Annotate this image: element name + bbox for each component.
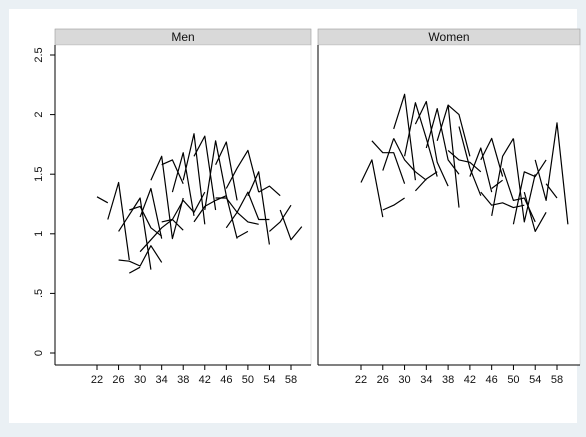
- y-tick-label: 1.5: [33, 167, 45, 182]
- series-line: [469, 147, 493, 193]
- series-line: [523, 191, 547, 232]
- series-line: [393, 93, 416, 181]
- x-tick-label: 54: [263, 374, 275, 386]
- series-line: [204, 140, 238, 239]
- series-line: [215, 141, 238, 201]
- series-line: [447, 104, 471, 157]
- series-line: [171, 152, 195, 217]
- series-line: [225, 191, 270, 229]
- series-line: [96, 196, 109, 204]
- series-line: [258, 185, 281, 197]
- series-line: [193, 135, 217, 211]
- series-line: [458, 126, 482, 196]
- series-line: [129, 205, 163, 237]
- series-line: [480, 137, 504, 177]
- series-line: [534, 122, 569, 225]
- x-tick-label: 30: [398, 374, 410, 386]
- y-tick-label: .5: [33, 289, 45, 298]
- y-tick-label: 1: [33, 231, 45, 237]
- x-tick-label: 34: [420, 374, 432, 386]
- x-tick-label: 26: [112, 374, 124, 386]
- x-tick-label: 58: [285, 374, 297, 386]
- series-line: [182, 133, 206, 225]
- series-line: [447, 149, 482, 173]
- series-line: [139, 187, 163, 239]
- series-line: [414, 171, 438, 192]
- series-line: [247, 171, 270, 245]
- x-tick-label: 54: [529, 374, 541, 386]
- x-tick-label: 22: [91, 374, 103, 386]
- x-tick-label: 46: [220, 374, 232, 386]
- series-line: [491, 138, 514, 217]
- x-tick-label: 58: [551, 374, 563, 386]
- x-tick-label: 38: [177, 374, 189, 386]
- series-line: [118, 245, 163, 267]
- series-line: [382, 197, 405, 211]
- series-line: [129, 266, 141, 274]
- x-tick-label: 38: [442, 374, 454, 386]
- series-line: [512, 138, 536, 223]
- x-tick-label: 26: [377, 374, 389, 386]
- y-tick-label: 2.5: [33, 47, 45, 62]
- plot-area: [54, 44, 312, 366]
- x-tick-label: 46: [486, 374, 498, 386]
- series-line: [150, 155, 184, 240]
- series-line: [382, 138, 395, 171]
- series-line: [404, 102, 438, 177]
- x-tick-label: 42: [199, 374, 211, 386]
- series-line: [393, 138, 427, 181]
- y-tick-label: 2: [33, 112, 45, 118]
- series-line: [161, 159, 184, 184]
- series-line: [236, 230, 249, 238]
- x-tick-label: 34: [156, 374, 168, 386]
- panel-title: Women: [428, 30, 469, 44]
- y-tick-label: 0: [33, 350, 45, 356]
- series-line: [279, 209, 303, 241]
- series-line: [139, 219, 173, 253]
- series-line: [425, 107, 460, 175]
- series-line: [360, 159, 384, 218]
- panel-title: Men: [171, 30, 194, 44]
- series-line: [414, 100, 449, 187]
- series-line: [107, 181, 130, 261]
- x-tick-label: 30: [134, 374, 146, 386]
- x-tick-label: 42: [464, 374, 476, 386]
- series-line: [118, 197, 152, 270]
- series-line: [225, 149, 260, 193]
- series-line: [545, 183, 558, 199]
- series-line: [171, 191, 206, 220]
- series-line: [269, 204, 292, 232]
- x-tick-label: 22: [355, 374, 367, 386]
- series-line: [512, 159, 547, 225]
- x-tick-label: 50: [507, 374, 519, 386]
- x-tick-label: 50: [242, 374, 254, 386]
- plot-area: [317, 44, 581, 366]
